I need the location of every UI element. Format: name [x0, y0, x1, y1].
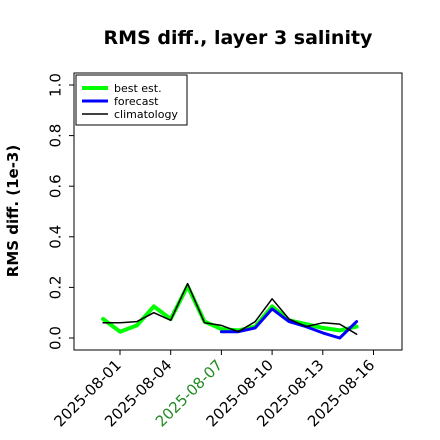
legend-label: best est. — [114, 82, 162, 95]
y-tick-label: 1.0 — [47, 73, 65, 97]
y-tick-label: 0.2 — [47, 275, 65, 299]
y-axis-label: RMS diff. (1e-3) — [4, 145, 22, 277]
y-tick-label: 0.4 — [47, 225, 65, 249]
legend-label: climatology — [114, 108, 178, 121]
chart-title: RMS diff., layer 3 salinity — [104, 27, 374, 49]
y-tick-label: 0.6 — [47, 174, 65, 198]
series-line — [219, 307, 359, 340]
y-tick-label: 0.8 — [47, 124, 65, 148]
series-line — [102, 282, 358, 335]
y-axis: 0.0 0.2 0.4 0.6 0.8 1.0 — [47, 73, 74, 350]
x-axis: 2025-08-012025-08-042025-08-072025-08-10… — [50, 350, 378, 430]
series-layer — [101, 282, 359, 340]
plot-area-frame — [73, 72, 403, 351]
series-line — [101, 284, 359, 334]
y-tick-label: 0.0 — [47, 326, 65, 350]
legend-label: forecast — [114, 95, 159, 108]
